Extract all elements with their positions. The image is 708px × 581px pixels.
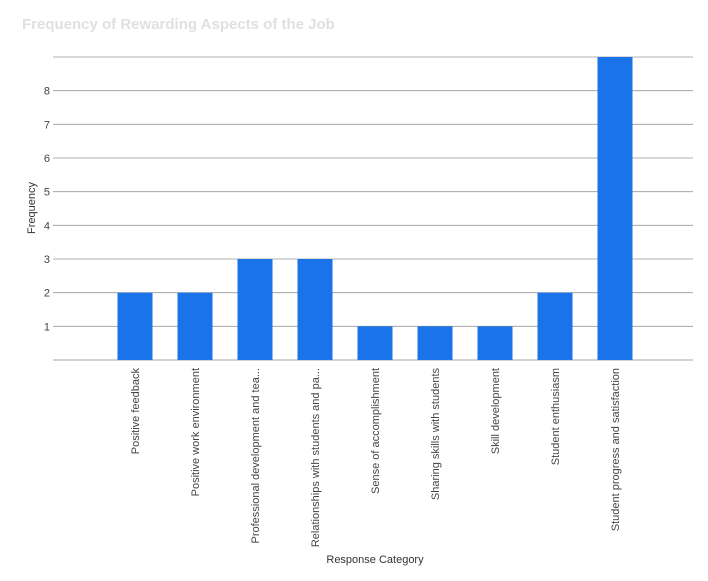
y-tick-label: 6 [44, 153, 50, 165]
bars [117, 57, 633, 360]
x-tick-label: Positive work environment [190, 368, 202, 496]
x-tick-label: Sense of accomplishment [370, 368, 382, 494]
y-axis-title: Frequency [26, 182, 38, 234]
bar [537, 292, 573, 360]
x-axis-ticks: Positive feedback Positive work environme… [130, 368, 622, 548]
bar [237, 259, 273, 360]
bar [417, 326, 453, 360]
x-tick-label: Student enthusiasm [550, 368, 562, 465]
chart-title: Frequency of Rewarding Aspects of the Jo… [22, 16, 335, 33]
x-axis-title: Response Category [326, 554, 424, 566]
y-tick-label: 5 [44, 187, 50, 199]
bar [477, 326, 513, 360]
gridlines [53, 56, 693, 361]
bar [357, 326, 393, 360]
x-tick-label: Professional development and tea... [250, 368, 262, 544]
x-tick-label: Student progress and satisfaction [610, 368, 622, 531]
y-tick-label: 3 [44, 254, 50, 266]
x-tick-label: Sharing skills with students [430, 368, 442, 501]
y-tick-label: 4 [44, 220, 50, 232]
y-tick-label: 2 [44, 288, 50, 300]
y-axis-ticks: 1 2 3 4 5 6 7 8 [44, 86, 50, 334]
y-tick-label: 8 [44, 86, 50, 98]
bar [597, 57, 633, 360]
x-tick-label: Relationships with students and pa... [310, 368, 322, 547]
bar [117, 292, 153, 360]
x-tick-label: Positive feedback [130, 368, 142, 455]
y-tick-label: 7 [44, 119, 50, 131]
bar [297, 259, 333, 360]
x-tick-label: Skill development [490, 368, 502, 454]
bar [177, 292, 213, 360]
y-tick-label: 1 [44, 321, 50, 333]
